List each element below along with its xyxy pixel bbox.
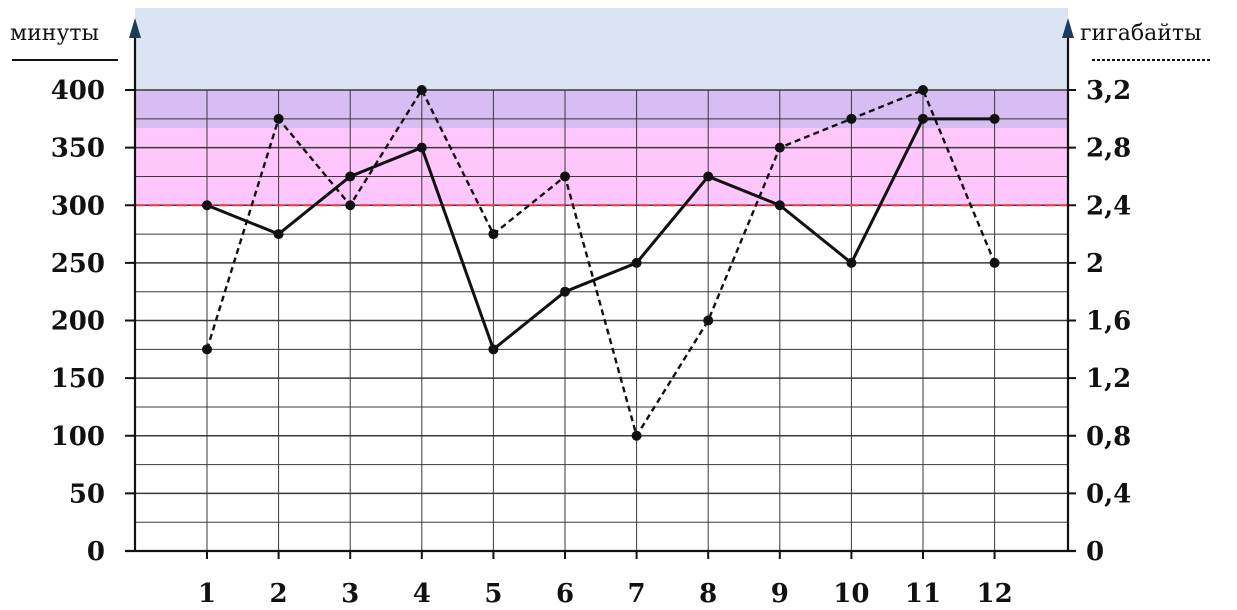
series-1-point (416, 142, 427, 153)
x-tick-label: 1 (198, 579, 216, 609)
y-left-tick-label: 350 (51, 134, 105, 164)
highlight-band-2 (135, 90, 1068, 129)
series-1-point (989, 113, 1000, 124)
x-tick-label: 12 (977, 579, 1013, 609)
series-1-point (918, 113, 928, 124)
x-tick-label: 4 (413, 579, 431, 609)
y-left-tick-label: 200 (51, 307, 105, 337)
series-2-line (205, 87, 996, 439)
x-tick-label: 7 (628, 579, 646, 609)
series-1-line (206, 117, 995, 352)
y-left-axis-arrow (129, 18, 141, 38)
x-tick-label: 8 (699, 579, 717, 609)
axes (125, 18, 1076, 559)
x-tick-label: 9 (771, 579, 789, 609)
tick-labels: 0 50 100 150 200 250 300 350 400 0 0,4 0,8 1,2 1,6 2 2,… (51, 76, 1132, 609)
y-left-axis-label: минуты (10, 21, 99, 46)
y-right-tick-label: 0,8 (1086, 422, 1131, 452)
series-2-point (345, 200, 356, 211)
series-2-point (631, 430, 642, 441)
y-right-tick-label: 2,8 (1086, 134, 1131, 164)
y-left-tick-label: 50 (69, 479, 105, 509)
y-right-tick-label: 1,6 (1086, 307, 1131, 337)
series-1-point (846, 257, 857, 268)
x-tick-label: 3 (341, 579, 359, 609)
series-1-point (488, 344, 499, 355)
series-2-point (560, 171, 570, 182)
series-2-point (703, 315, 714, 326)
series-1-point (703, 171, 714, 182)
series-2-point (488, 229, 499, 240)
highlight-band-3 (135, 128, 1068, 206)
series (202, 85, 1000, 441)
y-left-tick-label: 0 (87, 537, 105, 567)
y-right-axis-arrow (1062, 18, 1074, 38)
x-tick-label: 5 (484, 579, 502, 609)
series-1-point (202, 200, 212, 211)
y-left-tick-label: 400 (51, 76, 105, 106)
x-tick-label: 10 (833, 579, 869, 609)
y-right-tick-label: 2,4 (1086, 191, 1131, 221)
series-2-point (774, 142, 785, 153)
highlight-bands (135, 8, 1068, 206)
series-1-point (273, 229, 284, 240)
series-1-point (560, 286, 570, 297)
series-2-point (273, 113, 284, 124)
y-right-axis-label: гигабайты (1080, 21, 1202, 46)
y-right-tick-label: 1,2 (1086, 364, 1131, 394)
series-2-point (846, 113, 857, 124)
series-1-point (345, 171, 356, 182)
series-1-point (631, 257, 642, 268)
y-right-tick-label: 0,4 (1086, 479, 1131, 509)
y-right-tick-label: 2 (1086, 249, 1104, 279)
y-left-tick-label: 300 (51, 191, 105, 221)
y-right-tick-label: 0 (1086, 537, 1104, 567)
series-2-point (989, 257, 1000, 268)
series-2-point (416, 85, 427, 95)
x-tick-label: 6 (556, 579, 574, 609)
series-2-point (918, 85, 928, 95)
x-tick-label: 2 (270, 579, 288, 609)
y-left-tick-label: 150 (51, 364, 105, 394)
series-2-point (202, 344, 212, 355)
highlight-band-1 (135, 8, 1068, 90)
y-left-tick-label: 250 (51, 249, 105, 279)
y-left-tick-label: 100 (51, 422, 105, 452)
series-1-point (774, 200, 785, 211)
x-tick-label: 11 (905, 579, 941, 609)
y-right-tick-label: 3,2 (1086, 76, 1131, 106)
